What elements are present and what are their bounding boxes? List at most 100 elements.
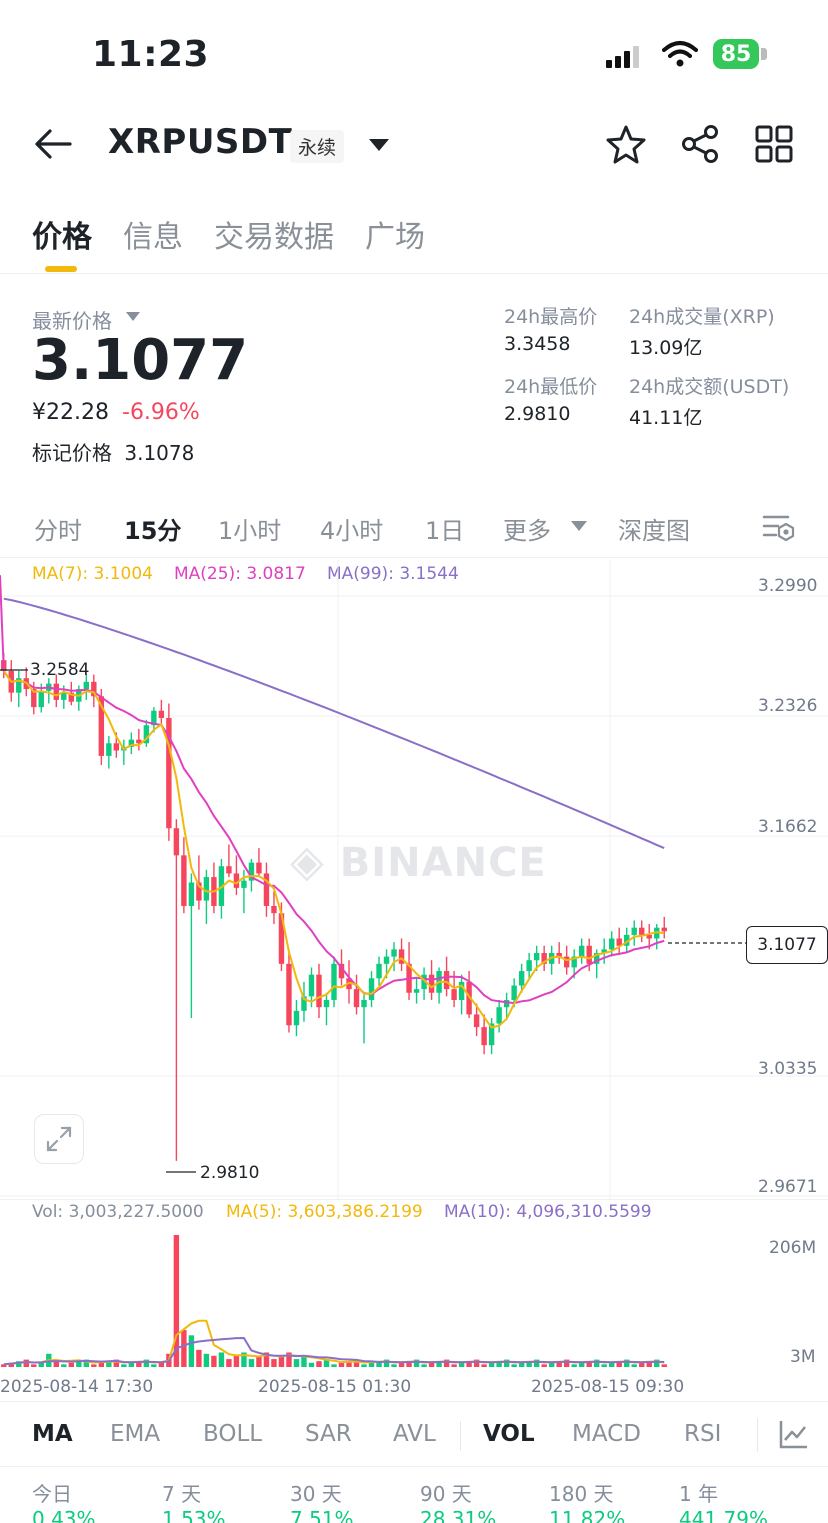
indicator-sar[interactable]: SAR — [305, 1421, 352, 1447]
period-label-180d: 180 天 — [549, 1482, 614, 1506]
candle-body — [61, 692, 67, 700]
depth-chart-tab[interactable]: 深度图 — [618, 517, 690, 545]
candle-body — [286, 963, 292, 1026]
contract-type-badge: 永续 — [290, 130, 345, 163]
indicator-boll[interactable]: BOLL — [203, 1421, 263, 1447]
volume-bar — [203, 1353, 210, 1367]
interval-15m[interactable]: 15分 — [124, 517, 182, 545]
volume-axis-max: 206M — [769, 1238, 817, 1258]
y-axis-label: 3.2326 — [758, 696, 818, 716]
candle-body — [98, 696, 105, 756]
mark-price-value: 3.1078 — [124, 441, 195, 465]
volume-bar — [503, 1359, 510, 1367]
candle-body — [301, 996, 307, 1011]
volume-bar — [113, 1359, 120, 1367]
volume-bar — [488, 1362, 495, 1367]
candlestick-chart[interactable] — [0, 560, 828, 1200]
tab-price[interactable]: 价格 — [32, 220, 92, 255]
expand-icon — [46, 1126, 72, 1152]
indicator-macd[interactable]: MACD — [572, 1421, 641, 1447]
low-24h-label: 24h最低价 — [504, 376, 598, 398]
volume-bar — [361, 1364, 367, 1367]
candle-body — [391, 949, 397, 957]
y-axis-label: 2.9671 — [758, 1177, 818, 1197]
candle-body — [293, 1010, 300, 1026]
candle-body — [16, 678, 22, 693]
price-change-percent: -6.96% — [122, 400, 200, 425]
share-icon[interactable] — [680, 124, 720, 164]
candle-body — [593, 952, 600, 964]
star-favorite-icon[interactable] — [606, 124, 646, 164]
cellular-signal-icon — [606, 42, 639, 68]
volume-bar — [383, 1359, 390, 1367]
indicator-rsi[interactable]: RSI — [684, 1421, 722, 1447]
volume-bar — [38, 1362, 44, 1367]
volume-chart — [1, 1235, 667, 1367]
candle-body — [361, 999, 367, 1008]
indicator-separator — [757, 1418, 758, 1452]
symbol-title[interactable]: XRPUSDT — [108, 122, 293, 162]
high-marker-label: 3.2584 — [30, 660, 90, 680]
interval-time-sharing[interactable]: 分时 — [34, 517, 82, 545]
grid-menu-icon[interactable] — [754, 124, 794, 164]
volume-bar — [398, 1362, 405, 1367]
tab-info[interactable]: 信息 — [123, 220, 183, 255]
candle-body — [53, 683, 59, 700]
candle-body — [578, 945, 585, 957]
more-dropdown-icon[interactable] — [571, 521, 587, 531]
volume-bar — [98, 1362, 105, 1367]
indicator-vol[interactable]: VOL — [483, 1421, 535, 1447]
volume-bar — [609, 1362, 615, 1367]
volume-bar — [1, 1364, 7, 1367]
back-arrow-icon[interactable] — [34, 128, 72, 160]
candle-body — [571, 956, 577, 968]
turnover-24h-label: 24h成交额(USDT) — [629, 376, 790, 398]
ma7-legend: MA(7): 3.1004 — [32, 564, 153, 584]
volume-bar — [151, 1364, 157, 1367]
volume-bar — [518, 1362, 525, 1367]
candle-body — [143, 725, 150, 744]
indicator-ema[interactable]: EMA — [110, 1421, 161, 1447]
interval-4h[interactable]: 4小时 — [320, 517, 384, 545]
period-value-30d: 7.51% — [290, 1507, 354, 1523]
volume-legend: Vol: 3,003,227.5000 — [32, 1202, 204, 1222]
period-label-90d: 90 天 — [420, 1482, 472, 1506]
candle-body — [488, 1023, 495, 1046]
volume-ma10-legend: MA(10): 4,096,310.5599 — [444, 1202, 652, 1222]
interval-1h[interactable]: 1小时 — [218, 517, 282, 545]
candle-body — [203, 877, 210, 901]
tab-square[interactable]: 广场 — [365, 220, 425, 255]
last-price-label[interactable]: 最新价格 — [32, 309, 112, 333]
volume-bar — [173, 1235, 180, 1367]
candle-body — [241, 880, 247, 888]
volume-bar — [586, 1361, 592, 1367]
tab-trading-data[interactable]: 交易数据 — [214, 220, 334, 255]
indicator-avl[interactable]: AVL — [393, 1421, 436, 1447]
volume-bar — [308, 1362, 315, 1367]
volume-bar — [331, 1364, 337, 1367]
interval-1d[interactable]: 1日 — [425, 517, 465, 545]
ma25-line — [0, 575, 665, 1005]
high-24h-label: 24h最高价 — [504, 306, 598, 328]
candle-body — [428, 974, 435, 993]
candle-body — [151, 710, 157, 726]
indicator-ma[interactable]: MA — [32, 1421, 73, 1447]
candle-body — [413, 989, 420, 993]
candle-body — [496, 1007, 502, 1024]
price-type-dropdown-icon[interactable] — [126, 312, 140, 321]
indicator-settings-chart-icon[interactable] — [778, 1418, 810, 1450]
volume-bar — [218, 1352, 225, 1367]
symbol-dropdown-icon[interactable] — [368, 138, 390, 152]
volume-bar — [83, 1359, 90, 1367]
interval-more[interactable]: 更多 — [503, 517, 551, 545]
candle-body — [256, 862, 262, 874]
candle-body — [181, 855, 187, 906]
volume-bar — [631, 1364, 637, 1367]
chart-settings-icon[interactable] — [762, 512, 796, 542]
candle-body — [443, 971, 450, 990]
expand-fullscreen-button[interactable] — [34, 1114, 84, 1164]
wifi-icon — [662, 41, 698, 67]
volume-bar — [271, 1359, 277, 1367]
volume-bar — [616, 1361, 622, 1367]
volume-bar — [639, 1362, 645, 1367]
